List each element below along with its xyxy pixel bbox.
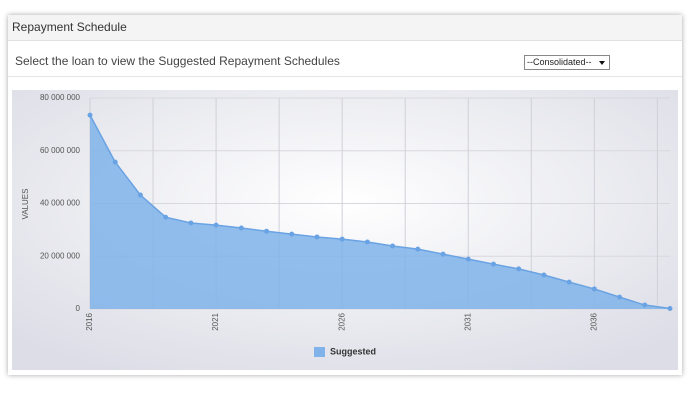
point: [188, 220, 194, 226]
point: [339, 236, 345, 242]
point: [440, 251, 446, 257]
point: [137, 192, 143, 198]
point: [566, 279, 572, 285]
x-tick-label: 2021: [211, 312, 220, 330]
point: [87, 112, 93, 118]
point: [289, 231, 295, 237]
x-tick-label: 2026: [337, 312, 346, 330]
separator: [8, 76, 682, 77]
y-tick-label: 20 000 000: [40, 251, 81, 260]
x-tick-label: 2036: [589, 312, 598, 330]
point: [541, 272, 547, 278]
area: [90, 115, 670, 309]
y-axis-label: VALUES: [21, 189, 30, 220]
point: [667, 305, 673, 311]
y-tick-label: 0: [76, 304, 81, 313]
point: [516, 266, 522, 272]
point: [642, 302, 648, 308]
point: [617, 294, 623, 300]
legend-label: Suggested: [330, 346, 376, 356]
y-tick-label: 40 000 000: [40, 199, 81, 208]
x-tick-label: 2016: [85, 312, 94, 330]
loan-select[interactable]: --Consolidated--: [524, 55, 610, 70]
point: [213, 222, 219, 228]
legend-swatch: [314, 347, 325, 357]
point: [390, 243, 396, 249]
prompt: Select the loan to view the Suggested Re…: [15, 54, 340, 68]
point: [264, 228, 270, 234]
point: [415, 246, 421, 252]
point: [465, 256, 471, 262]
panel-title: Repayment Schedule: [8, 15, 682, 41]
point: [591, 286, 597, 292]
line: [89, 114, 671, 310]
y-tick-label: 60 000 000: [40, 146, 81, 155]
point: [112, 159, 118, 165]
point: [490, 261, 496, 267]
point: [314, 234, 320, 240]
x-tick-label: 2031: [463, 312, 472, 330]
y-tick-label: 80 000 000: [40, 93, 81, 102]
point: [364, 239, 370, 245]
point: [238, 225, 244, 231]
point: [163, 214, 169, 220]
